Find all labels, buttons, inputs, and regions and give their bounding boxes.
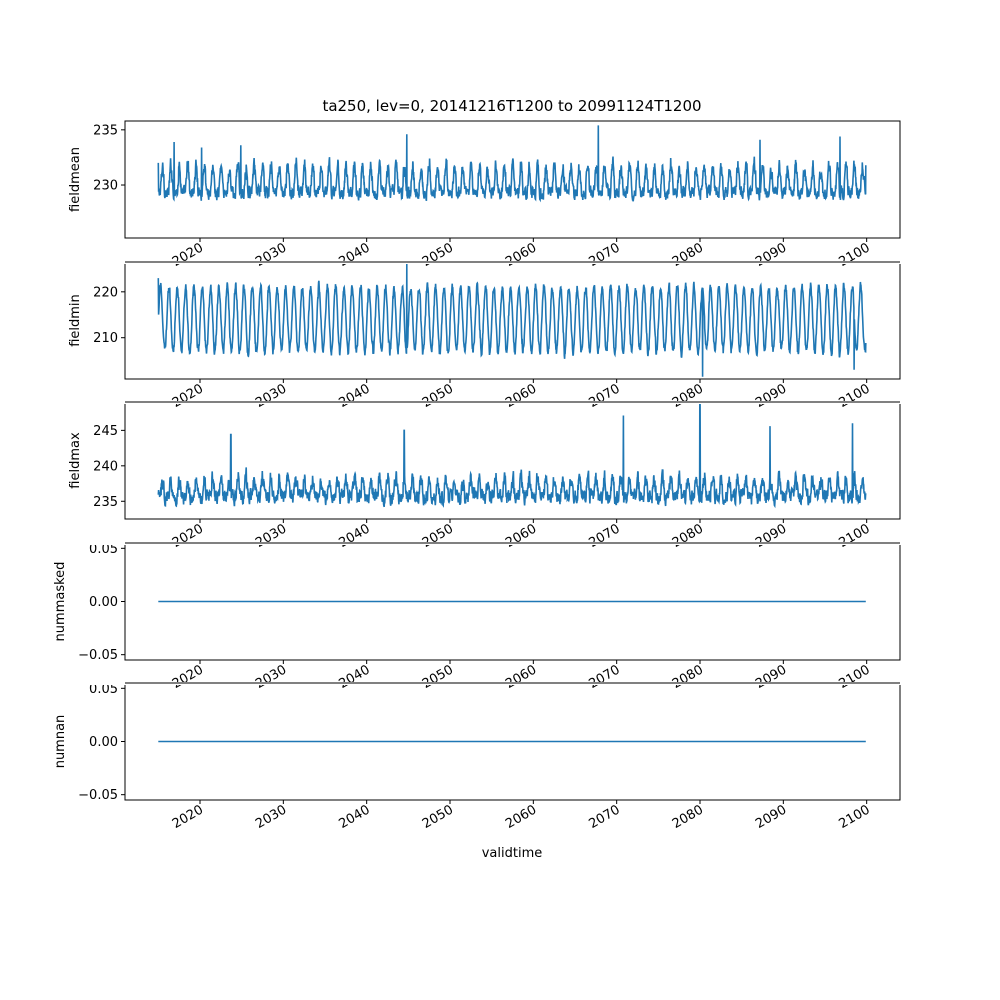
numnan-ytick-label: 0.00	[89, 735, 118, 750]
fieldmax-ytick-label: 235	[93, 495, 118, 510]
fieldmin-series-line	[157, 262, 867, 377]
fieldmin-ytick-label: 220	[93, 285, 118, 300]
numnan-ylabel: numnan	[53, 715, 68, 769]
fieldmin-ylabel: fieldmin	[68, 294, 83, 347]
nummasked-ytick-label: −0.05	[78, 648, 118, 663]
nummasked-ytick-label: 0.05	[89, 542, 118, 557]
numnan-ytick-label: 0.05	[89, 682, 118, 697]
fieldmax-ytick-label: 240	[93, 459, 118, 474]
fieldmean-ytick-label: 230	[93, 179, 118, 194]
fieldmin-ytick-label: 210	[93, 331, 118, 346]
fieldmax-ylabel: fieldmax	[68, 432, 83, 489]
fieldmax-ytick-label: 245	[93, 424, 118, 439]
nummasked-ytick-label: 0.00	[89, 595, 118, 610]
fieldmean-series-line	[157, 125, 867, 203]
numnan-ytick-label: −0.05	[78, 788, 118, 803]
fieldmean-ylabel: fieldmean	[68, 147, 83, 212]
x-axis-label: validtime	[482, 846, 543, 861]
nummasked-ylabel: nummasked	[53, 562, 68, 642]
fieldmean-ytick-label: 235	[93, 123, 118, 138]
fieldmax-series-line	[157, 402, 867, 509]
figure-title: ta250, lev=0, 20141216T1200 to 20991124T…	[322, 97, 701, 115]
